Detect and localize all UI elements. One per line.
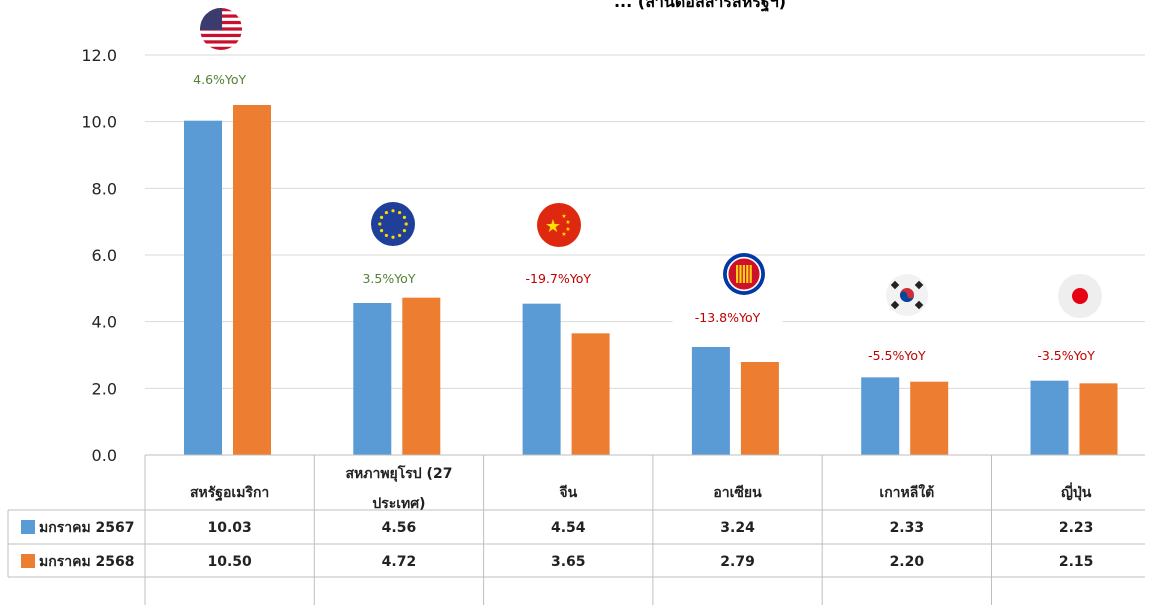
legend-label: มกราคม 2567: [39, 520, 135, 536]
table-cell-value: 4.72: [382, 554, 417, 570]
bar-series2: [571, 333, 610, 455]
us-flag-icon: [200, 8, 242, 50]
table-cell-value: 4.54: [551, 520, 586, 536]
table-cell-value: 3.65: [551, 554, 586, 570]
eu-star: [391, 235, 395, 239]
yoy-annotation: -19.7%YoY: [526, 271, 592, 286]
china-small-star: ★: [561, 231, 566, 238]
eu-star: [384, 233, 388, 238]
china-small-star: ★: [565, 219, 570, 226]
south-korea-flag-icon: [886, 274, 928, 316]
trigram: [914, 280, 924, 290]
chart-title: ... (ล้านดอลลาร์สหรัฐฯ): [614, 0, 786, 12]
eu-star: [379, 215, 384, 219]
legend-swatch: [21, 520, 35, 534]
asean-stalk: [739, 265, 742, 283]
trigram: [914, 300, 924, 310]
category-label: สหรัฐอเมริกา: [190, 485, 269, 502]
table-cell-value: 2.15: [1059, 554, 1094, 570]
bar-series2: [402, 297, 441, 455]
yoy-annotation: -5.5%YoY: [868, 348, 926, 363]
y-tick-label: 6.0: [92, 246, 117, 265]
bar-series1: [184, 120, 222, 456]
y-tick-label: 10.0: [81, 113, 117, 132]
table-cell-value: 2.33: [890, 520, 925, 536]
flag-stripe: [200, 46, 242, 50]
category-label: จีน: [559, 485, 578, 501]
japan-flag-icon: [1058, 274, 1102, 318]
bar-series1: [1030, 380, 1069, 455]
china-big-star: ★: [545, 216, 561, 237]
flag-disc: [537, 203, 581, 247]
flag-stripe: [200, 33, 242, 38]
bar-series1: [861, 377, 900, 455]
trigram: [890, 300, 900, 310]
us-flag-body: [200, 8, 242, 50]
annotation-bg: [672, 308, 783, 328]
bar-series2: [910, 381, 949, 455]
bar-series2: [1079, 383, 1118, 455]
legend-label: มกราคม 2568: [39, 554, 135, 570]
flag-stripe: [200, 40, 242, 44]
eu-star: [379, 229, 384, 233]
eu-star: [378, 222, 382, 226]
yoy-annotation: 3.5%YoY: [362, 271, 415, 286]
table-cell-value: 10.50: [208, 554, 253, 570]
table-cell-value: 2.23: [1059, 520, 1094, 536]
y-tick-label: 8.0: [92, 179, 117, 198]
asean-flag-icon: [723, 253, 765, 295]
asean-stalk: [746, 265, 749, 283]
category-label: ญี่ปุ่น: [1061, 482, 1092, 501]
asean-stalk: [749, 265, 752, 283]
china-small-star: ★: [561, 213, 566, 220]
category-label: ประเทศ): [372, 496, 425, 512]
y-tick-label: 12.0: [81, 46, 117, 65]
category-label: เกาหลีใต้: [879, 483, 934, 501]
eu-star: [398, 210, 402, 215]
flag-canton: [200, 8, 223, 31]
category-label: สหภาพยุโรป (27: [345, 464, 452, 482]
y-tick-label: 4.0: [92, 313, 117, 332]
table-cell-value: 3.24: [720, 520, 755, 536]
bar-series1: [691, 347, 730, 455]
eu-star: [398, 233, 402, 238]
table-cell-value: 2.79: [720, 554, 755, 570]
legend-swatch: [21, 554, 35, 568]
bar-series1: [353, 303, 392, 455]
bar-series1: [522, 303, 561, 455]
yoy-annotation: -3.5%YoY: [1037, 348, 1095, 363]
table-cell-value: 2.20: [890, 554, 925, 570]
eu-star: [384, 210, 388, 215]
category-label: อาเซียน: [713, 485, 762, 501]
bar-series2: [233, 105, 271, 455]
eu-star: [402, 229, 407, 233]
bar-series2: [740, 362, 779, 455]
asean-stalk: [736, 265, 739, 283]
y-tick-label: 0.0: [92, 446, 117, 465]
asean-stalk: [742, 265, 745, 283]
japan-sun: [1072, 288, 1088, 304]
flag-disc: [371, 202, 415, 246]
y-tick-label: 2.0: [92, 379, 117, 398]
table-cell-value: 4.56: [382, 520, 417, 536]
eu-star: [391, 209, 395, 213]
trigram: [890, 280, 900, 290]
yoy-annotation: 4.6%YoY: [193, 72, 246, 87]
eu-star: [402, 215, 407, 219]
china-small-star: ★: [565, 226, 570, 233]
eu-flag-icon: [371, 202, 415, 246]
taegeuk-blue: [900, 291, 914, 302]
table-cell-value: 10.03: [208, 520, 252, 536]
yoy-annotation: -13.8%YoY: [695, 310, 761, 325]
eu-star: [404, 222, 408, 226]
china-flag-icon: ★ ★★★★: [537, 203, 581, 247]
